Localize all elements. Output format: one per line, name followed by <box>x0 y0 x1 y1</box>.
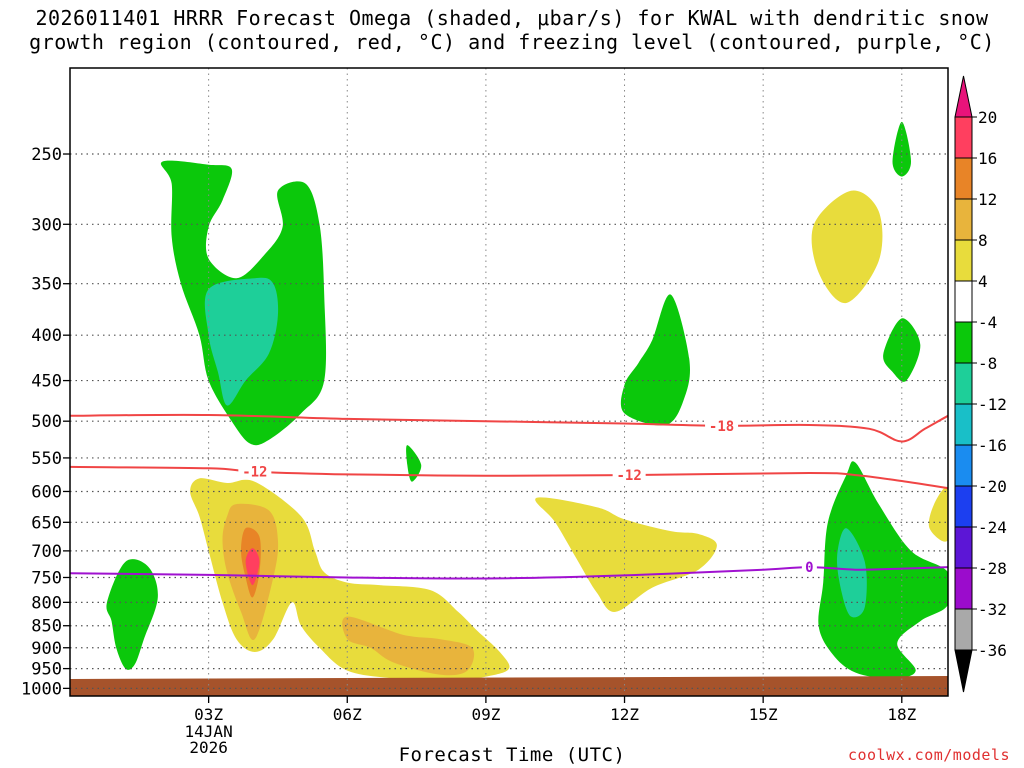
colorbar-label-2: 16 <box>978 149 997 168</box>
y-tick-label-1000: 1000 <box>21 679 62 699</box>
colorbar-swatch-9 <box>954 444 973 487</box>
y-tick-label-300: 300 <box>31 215 62 235</box>
y-tick-label-550: 550 <box>31 449 62 469</box>
y-tick-label-900: 900 <box>31 639 62 659</box>
omega-region-5 <box>620 294 691 426</box>
x-tick-label-18: 18Z <box>887 705 916 724</box>
colorbar-label-10: -20 <box>978 477 1007 496</box>
omega-region-9 <box>836 528 867 618</box>
colorbar-swatch-3 <box>954 198 973 241</box>
omega-region-15 <box>535 497 717 612</box>
contour-dgz_cold <box>70 413 948 443</box>
contour-label-bg-dgz_cold-0 <box>705 417 739 434</box>
omega-region-2 <box>204 277 279 406</box>
contour-dgz_warm <box>70 465 948 490</box>
colorbar-label-6: -4 <box>978 313 997 332</box>
contour-freezing <box>70 566 948 580</box>
y-tick-label-800: 800 <box>31 593 62 613</box>
colorbar-bottom-arrow <box>954 649 973 693</box>
colorbar-swatch-8 <box>954 403 973 446</box>
ground-layer <box>70 676 948 696</box>
colorbar-swatch-6 <box>954 321 973 364</box>
x-axis-title: Forecast Time (UTC) <box>398 744 626 766</box>
colorbar-swatch-2 <box>954 157 973 200</box>
colorbar-label-11: -24 <box>978 518 1007 537</box>
omega-regions <box>106 121 948 683</box>
y-tick-label-400: 400 <box>31 326 62 346</box>
plot-frame <box>69 67 949 697</box>
date-label-2: 2026 <box>189 738 228 757</box>
x-tick-label-12: 12Z <box>610 705 639 724</box>
chart-title-line2: growth region (contoured, red, °C) and f… <box>29 30 995 54</box>
y-tick-label-650: 650 <box>31 513 62 533</box>
colorbar-swatch-13 <box>954 608 973 651</box>
contour-label-freezing-0: 0 <box>805 560 813 576</box>
contour-lines: -18 -12 -12 0 <box>70 413 948 580</box>
y-tick-label-750: 750 <box>31 568 62 588</box>
y-tick-label-850: 850 <box>31 617 62 637</box>
colorbar-swatch-7 <box>954 362 973 405</box>
omega-region-6 <box>892 121 911 177</box>
colorbar-label-14: -36 <box>978 641 1007 660</box>
colorbar-swatch-5 <box>954 280 973 323</box>
chart-title: 2026011401 HRRR Forecast Omega (shaded, … <box>0 6 1024 54</box>
grid-lines <box>70 68 948 696</box>
colorbar-label-5: 4 <box>978 272 988 291</box>
y-tick-label-450: 450 <box>31 372 62 392</box>
x-tick-label-6: 06Z <box>333 705 362 724</box>
contour-label-bg-freezing-0 <box>801 559 817 576</box>
omega-region-16 <box>811 190 883 304</box>
colorbar-swatch-10 <box>954 485 973 528</box>
contour-label-dgz_cold-0: -18 <box>709 419 734 435</box>
colorbar-label-4: 8 <box>978 231 988 250</box>
contour-label-dgz_warm-0: -12 <box>242 465 267 481</box>
contour-label-dgz_warm-1: -12 <box>616 468 641 484</box>
contour-label-bg-dgz_warm-0 <box>238 463 272 480</box>
colorbar-label-13: -32 <box>978 600 1007 619</box>
y-tick-label-350: 350 <box>31 275 62 295</box>
y-tick-label-250: 250 <box>31 145 62 165</box>
omega-region-4 <box>406 445 422 482</box>
chart-title-line1: 2026011401 HRRR Forecast Omega (shaded, … <box>35 6 989 30</box>
omega-region-14 <box>342 616 475 676</box>
omega-region-17 <box>928 486 948 542</box>
colorbar-top-arrow <box>954 75 973 118</box>
colorbar-label-1: 20 <box>978 108 997 127</box>
colorbar-label-8: -12 <box>978 395 1007 414</box>
colorbar-label-12: -28 <box>978 559 1007 578</box>
contour-label-bg-dgz_warm-1 <box>612 467 646 484</box>
site-credit: coolwx.com/models <box>847 746 1010 764</box>
colorbar-label-3: 12 <box>978 190 997 209</box>
omega-region-3 <box>106 559 158 670</box>
y-tick-label-700: 700 <box>31 542 62 562</box>
colorbar-swatch-4 <box>954 239 973 282</box>
y-tick-label-600: 600 <box>31 482 62 502</box>
date-label-1: 14JAN <box>185 722 233 741</box>
colorbar-swatch-11 <box>954 526 973 569</box>
colorbar-swatch-1 <box>954 116 973 159</box>
omega-region-7 <box>883 318 921 382</box>
y-axis: 2503003504004505005506006507007508008509… <box>21 145 70 699</box>
x-tick-label-15: 15Z <box>749 705 778 724</box>
ground-fill <box>70 676 948 696</box>
colorbar-label-7: -8 <box>978 354 997 373</box>
colorbar-label-9: -16 <box>978 436 1007 455</box>
colorbar-swatch-12 <box>954 567 973 610</box>
x-tick-label-3: 03Z <box>194 705 223 724</box>
colorbar: 20 16 12 8 4 -4 -8 -12 -16 -20 -24 -28 -32 -36 <box>954 75 1007 693</box>
x-tick-label-9: 09Z <box>471 705 500 724</box>
y-tick-label-950: 950 <box>31 660 62 680</box>
y-tick-label-500: 500 <box>31 412 62 432</box>
